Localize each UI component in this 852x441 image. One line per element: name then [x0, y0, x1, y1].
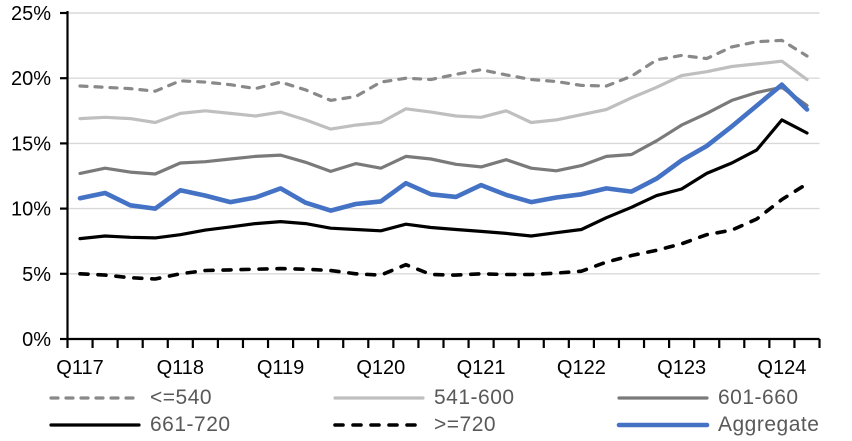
x-tick-label: Q121 — [457, 357, 506, 379]
series-line-541-600 — [78, 59, 809, 131]
series-line-661-720 — [78, 118, 809, 241]
legend-item-601-660: 601-660 — [616, 387, 799, 409]
x-tick-label: Q117 — [56, 357, 103, 379]
x-tick-label: Q118 — [157, 357, 204, 379]
legend-swatch-icon-541-600 — [333, 396, 425, 400]
legend-label-gte-720: >=720 — [434, 413, 497, 436]
y-tick-label: 0% — [22, 329, 51, 351]
legend-label-aggregate: Aggregate — [718, 413, 820, 436]
legend-swatch-icon-gte-720 — [333, 423, 425, 427]
legend-item-gte-720: >=720 — [332, 414, 496, 436]
series-line-aggregate — [77, 82, 810, 213]
series-line-gte-720 — [78, 182, 809, 281]
series-line-601-660 — [78, 85, 809, 176]
legend-item-661-720: 661-720 — [48, 414, 231, 436]
legend-swatch-icon-601-660 — [617, 396, 709, 400]
legend-label-661-720: 661-720 — [150, 413, 231, 436]
legend-item-541-600: 541-600 — [332, 387, 515, 409]
legend-swatch-icon-lte-540 — [49, 396, 141, 400]
legend-item-lte-540: <=540 — [48, 387, 212, 409]
x-tick-label: Q120 — [356, 357, 405, 379]
x-tick-label: Q124 — [757, 357, 806, 379]
legend-label-lte-540: <=540 — [150, 386, 213, 409]
x-tick-label: Q122 — [557, 357, 606, 379]
y-tick-label: 10% — [11, 199, 51, 221]
y-tick-label: 5% — [22, 264, 51, 286]
x-tick-label: Q123 — [657, 357, 706, 379]
series-line-lte-540 — [78, 38, 809, 103]
legend-label-541-600: 541-600 — [434, 386, 515, 409]
legend-item-aggregate: Aggregate — [616, 414, 819, 436]
legend-label-601-660: 601-660 — [718, 386, 799, 409]
legend-swatch-icon-aggregate — [616, 422, 710, 428]
y-tick-label: 25% — [11, 3, 51, 25]
y-tick-label: 20% — [11, 68, 51, 90]
x-tick-label: Q119 — [257, 357, 304, 379]
y-tick-label: 15% — [11, 133, 51, 155]
legend-swatch-icon-661-720 — [49, 423, 141, 427]
